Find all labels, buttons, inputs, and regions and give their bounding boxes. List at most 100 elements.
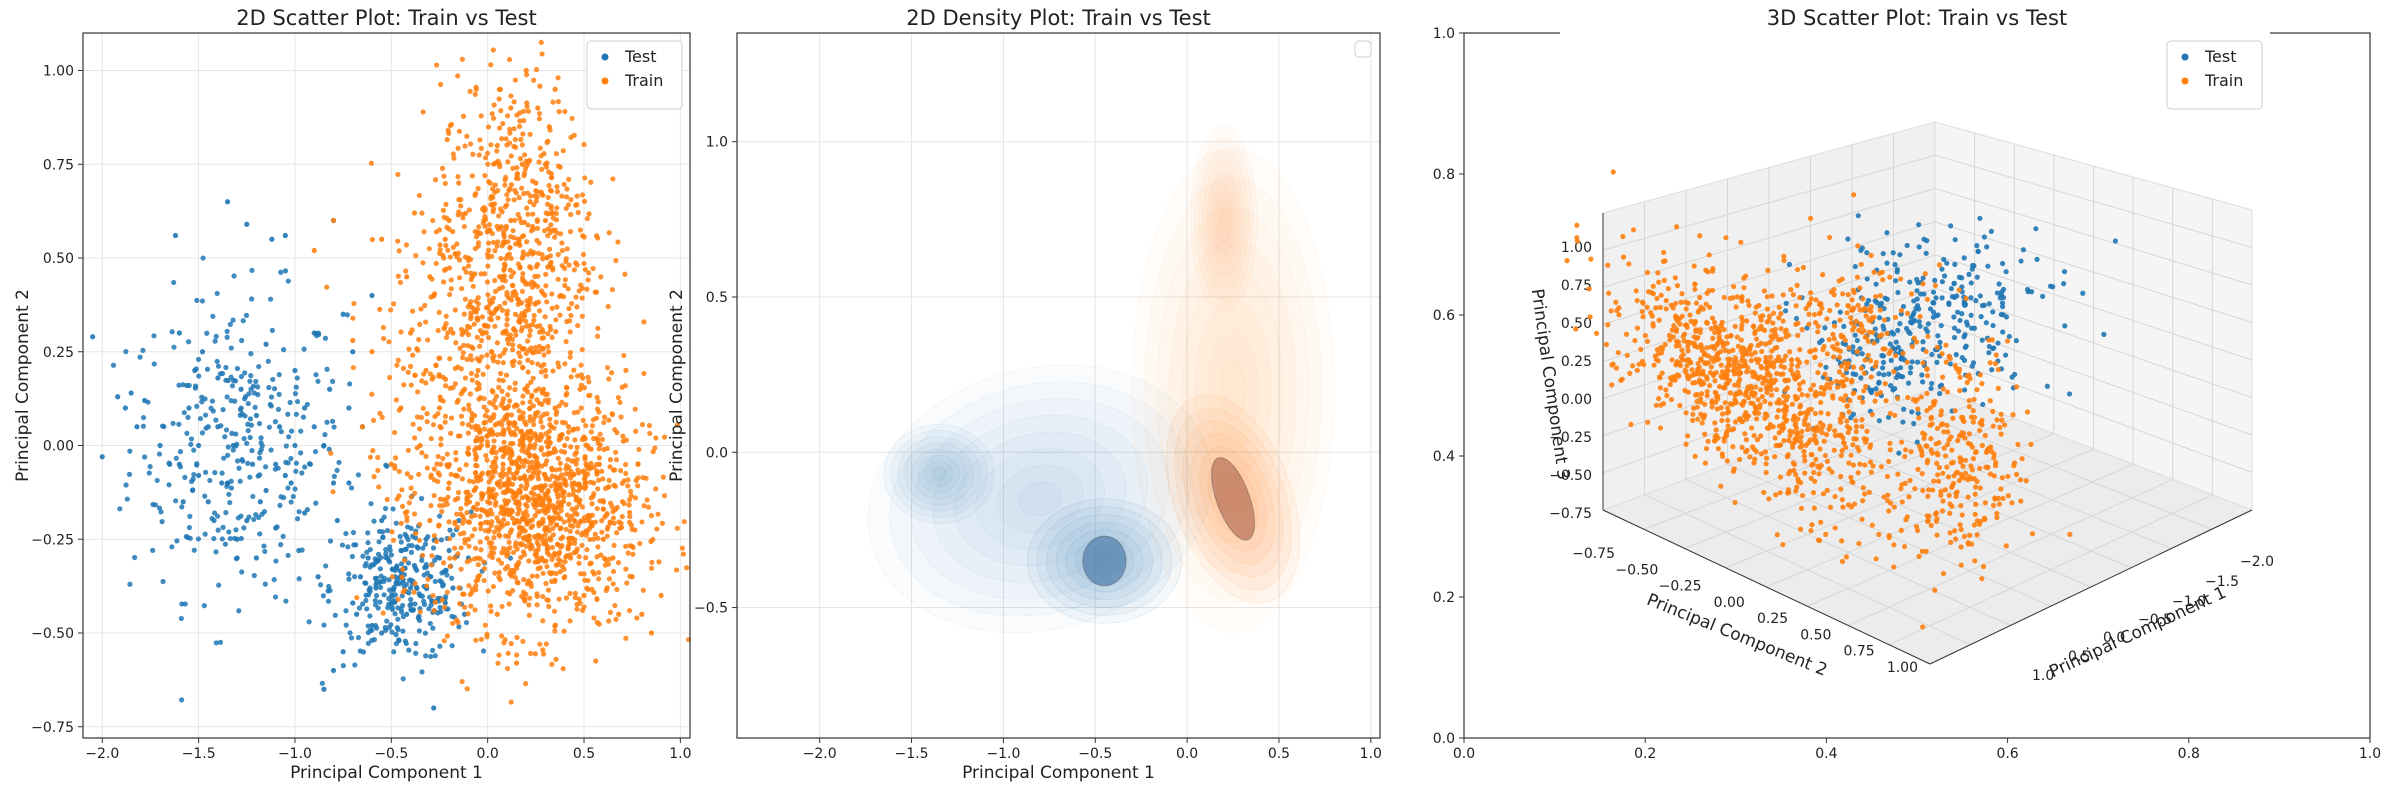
scatter-point-train bbox=[580, 251, 587, 258]
scatter-point-train bbox=[1810, 382, 1817, 388]
scatter-point-train bbox=[1766, 363, 1773, 369]
scatter-point-test bbox=[285, 485, 291, 491]
scatter-point-train bbox=[1699, 420, 1705, 426]
scatter-point-test bbox=[1855, 213, 1861, 219]
scatter-point-train bbox=[533, 198, 539, 204]
scatter-point-train bbox=[1844, 403, 1850, 409]
scatter-point-train bbox=[532, 431, 538, 437]
scatter-point-train bbox=[617, 525, 623, 531]
scatter-point-train bbox=[1838, 452, 1844, 459]
scatter-point-train bbox=[573, 260, 579, 266]
scatter-point-train bbox=[466, 478, 473, 484]
scatter-point-train bbox=[556, 403, 562, 409]
scatter-point-train bbox=[567, 354, 573, 360]
scatter-point-train bbox=[460, 513, 466, 519]
scatter-point-test bbox=[1917, 323, 1923, 329]
scatter-point-train bbox=[444, 451, 450, 457]
scatter-point-test bbox=[1894, 267, 1901, 273]
scatter-point-train bbox=[502, 346, 508, 353]
scatter-point-train bbox=[1739, 322, 1745, 328]
scatter-point-train bbox=[458, 566, 464, 572]
scatter-point-train bbox=[398, 329, 404, 335]
scatter-point-test bbox=[196, 373, 202, 379]
scatter-point-train bbox=[499, 388, 505, 394]
scatter-point-train bbox=[583, 555, 589, 561]
scatter-point-train bbox=[414, 346, 420, 352]
scatter-point-train bbox=[523, 591, 529, 597]
scatter-point-train bbox=[544, 546, 550, 552]
scatter-point-train bbox=[492, 422, 498, 428]
scatter-point-train bbox=[541, 228, 548, 234]
scatter-point-train bbox=[1687, 312, 1693, 318]
scatter-point-train bbox=[455, 174, 461, 180]
scatter-point-train bbox=[612, 602, 618, 609]
scatter-point-train bbox=[554, 522, 560, 528]
scatter-point-test bbox=[180, 382, 186, 388]
scatter-point-train bbox=[563, 402, 569, 408]
scatter-point-train bbox=[457, 531, 464, 537]
scatter-point-train bbox=[1795, 320, 1801, 326]
scatter-point-train bbox=[489, 428, 495, 435]
scatter-point-train bbox=[1962, 457, 1969, 463]
scatter-point-train bbox=[1849, 478, 1855, 485]
scatter-point-train bbox=[1709, 404, 1715, 410]
scatter-point-train bbox=[1965, 494, 1971, 500]
scatter-point-train bbox=[587, 536, 593, 543]
scatter-point-test bbox=[330, 418, 336, 424]
scatter-point-train bbox=[454, 511, 460, 517]
scatter-point-train bbox=[2000, 495, 2006, 502]
scatter-point-train bbox=[563, 526, 569, 532]
scatter-point-train bbox=[1878, 464, 1884, 470]
scatter-point-train bbox=[491, 239, 497, 246]
scatter-point-test bbox=[1968, 280, 1974, 286]
scatter-point-test bbox=[124, 496, 130, 502]
scatter-point-train bbox=[548, 259, 554, 265]
scatter-point-train bbox=[1900, 350, 1906, 357]
scatter-point-test bbox=[243, 312, 250, 318]
scatter-point-test bbox=[140, 423, 147, 429]
scatter-point-train bbox=[495, 359, 501, 365]
scatter-point-train bbox=[673, 567, 680, 573]
scatter-point-train bbox=[493, 405, 499, 411]
scatter-point-test bbox=[263, 341, 269, 347]
scatter-point-train bbox=[553, 419, 559, 425]
scatter-point-train bbox=[520, 108, 527, 114]
scatter-point-train bbox=[1925, 333, 1931, 340]
scatter-point-train bbox=[1856, 541, 1862, 547]
scatter-point-train bbox=[469, 173, 475, 179]
scatter-point-train bbox=[1776, 337, 1782, 343]
scatter-point-train bbox=[596, 576, 602, 582]
scatter-point-train bbox=[541, 411, 547, 418]
scatter-point-train bbox=[1615, 349, 1621, 356]
scatter-point-test bbox=[215, 527, 221, 533]
scatter-point-train bbox=[528, 265, 534, 271]
scatter-point-train bbox=[536, 308, 543, 314]
scatter-point-train bbox=[1709, 268, 1716, 274]
scatter-point-train bbox=[552, 551, 558, 557]
scatter-point-train bbox=[566, 176, 572, 182]
scatter-point-train bbox=[1634, 367, 1640, 373]
scatter-point-train bbox=[1822, 452, 1828, 459]
scatter-point-test bbox=[1841, 323, 1847, 329]
scatter-point-train bbox=[581, 385, 588, 391]
scatter-point-test bbox=[449, 575, 455, 581]
scatter-point-train bbox=[1856, 327, 1862, 333]
scatter-point-train bbox=[1712, 389, 1718, 396]
scatter-point-train bbox=[1932, 282, 1938, 289]
scatter-point-test bbox=[181, 409, 187, 416]
scatter-point-train bbox=[499, 307, 506, 313]
scatter-point-train bbox=[555, 251, 561, 258]
scatter-point-test bbox=[1979, 337, 1985, 343]
scatter-point-train bbox=[1806, 321, 1812, 327]
scatter-point-train bbox=[470, 283, 476, 289]
scatter-point-train bbox=[514, 425, 520, 431]
scatter-point-train bbox=[515, 562, 521, 568]
y-tick-label: 1.0 bbox=[706, 135, 728, 151]
scatter-point-test bbox=[245, 421, 251, 427]
scatter-point-train bbox=[425, 576, 431, 582]
scatter-point-train bbox=[1905, 394, 1911, 401]
scatter-point-test bbox=[1884, 260, 1890, 266]
scatter-point-train bbox=[1783, 404, 1790, 410]
scatter-point-test bbox=[245, 428, 251, 434]
scatter-point-test bbox=[421, 572, 427, 578]
